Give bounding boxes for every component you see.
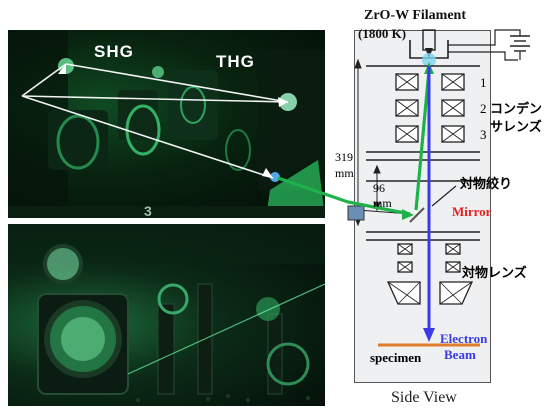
mirror-label: Mirror [452,204,492,219]
specimen-label: specimen [370,350,422,365]
dimension-96: 96 [373,181,385,195]
photo-optical-bench-bottom [8,224,325,406]
objective-lens-label: 対物レンズ [462,265,527,280]
electron-beam-label-line1: Electron [440,331,488,346]
condenser-label-line1: コンデン [490,101,543,116]
optical-bench-drawing: 3 [8,30,325,218]
dimension-lines [354,58,411,227]
svg-text:3: 3 [144,203,152,218]
condenser-number-1: 1 [480,75,487,90]
shg-label: SHG [94,42,134,61]
electron-beam-label-line2: Beam [444,347,476,362]
mirror-element [409,207,425,223]
dimension-319: 319 [335,150,353,164]
filament-temperature: (1800 K) [358,26,407,41]
condenser-label-line2: サレンズ [490,119,542,134]
optics-closeup-drawing [8,224,325,402]
photo-optical-bench-top: 3 SHG THG [8,30,325,218]
column-plates [366,65,480,241]
electron-beam [423,66,435,342]
side-view-panel [354,30,491,383]
filament-title: ZrO-W Filament [364,8,467,23]
thg-label: THG [216,52,255,71]
dimension-96-unit: mm [373,196,392,210]
side-view-caption: Side View [391,389,457,406]
laser-window [347,205,365,221]
condenser-number-2: 2 [480,101,487,116]
filament-assembly [409,29,530,67]
aperture-label: 対物絞り [460,176,513,191]
dimension-319-unit: mm [335,166,354,180]
condenser-number-3: 3 [480,127,487,142]
